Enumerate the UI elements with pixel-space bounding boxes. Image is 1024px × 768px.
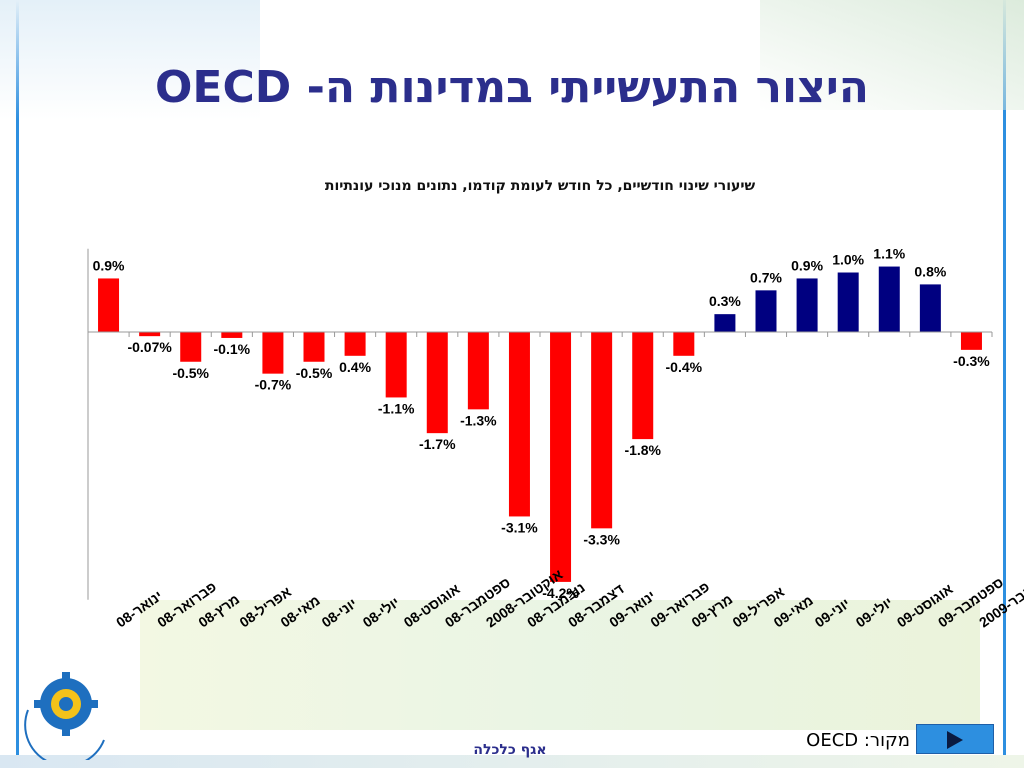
- bottom-band: [0, 755, 1024, 768]
- bar: [591, 332, 613, 529]
- data-label: -3.1%: [501, 519, 538, 535]
- bar: [344, 332, 366, 356]
- left-accent-line: [16, 0, 19, 768]
- data-label: 1.1%: [873, 246, 905, 262]
- bar: [796, 278, 818, 332]
- bottom-shade: [140, 600, 980, 730]
- data-label: 0.9%: [791, 257, 823, 273]
- bar: [180, 332, 202, 362]
- bar: [673, 332, 695, 356]
- source-note: מקור: OECD: [806, 730, 910, 751]
- top-left-shade: [0, 0, 260, 120]
- data-label: -3.3%: [583, 531, 620, 547]
- bar: [303, 332, 325, 362]
- category-label: יולי-08: [360, 594, 403, 631]
- bar: [550, 332, 572, 582]
- data-label: -0.5%: [172, 365, 209, 381]
- bar: [632, 332, 654, 440]
- data-label: -0.4%: [666, 359, 703, 375]
- bar: [878, 266, 900, 332]
- data-label: -1.8%: [624, 442, 661, 458]
- bar: [385, 332, 407, 398]
- data-label: 0.3%: [709, 293, 741, 309]
- data-label: 0.8%: [914, 263, 946, 279]
- bar: [139, 332, 161, 337]
- data-label: -1.3%: [460, 412, 497, 428]
- bar: [919, 284, 941, 332]
- chart-subtitle: שיעורי שינוי חודשיים, כל חודש לעומת קודמ…: [324, 178, 756, 194]
- data-label: -0.3%: [953, 353, 990, 369]
- data-label: 1.0%: [832, 252, 864, 268]
- bar: [221, 332, 243, 338]
- data-label: -0.1%: [214, 341, 251, 357]
- manufacturers-association-logo: [24, 672, 105, 760]
- slide-title: היצור התעשייתי במדינות ה- OECD: [154, 62, 870, 113]
- data-label: -4.2%: [542, 585, 579, 601]
- bar: [837, 272, 859, 332]
- data-label: -0.07%: [127, 339, 172, 355]
- bar: [426, 332, 448, 434]
- bar: [960, 332, 982, 350]
- data-label: -0.5%: [296, 365, 333, 381]
- category-label: יולי-09: [853, 594, 896, 631]
- data-label: -1.1%: [378, 400, 415, 416]
- data-label: -1.7%: [419, 436, 456, 452]
- play-arrow-icon: [947, 731, 963, 749]
- bar: [508, 332, 530, 517]
- next-slide-button[interactable]: [916, 724, 994, 754]
- bar: [714, 314, 736, 332]
- top-right-shade: [760, 0, 1024, 110]
- data-label: 0.7%: [750, 269, 782, 285]
- data-label: 0.9%: [93, 257, 125, 273]
- data-label: -0.7%: [255, 377, 292, 393]
- category-label: יוני-09: [812, 595, 853, 630]
- category-label: ינואר-08: [113, 587, 165, 630]
- bar: [98, 278, 120, 332]
- data-label: 0.4%: [339, 359, 371, 375]
- right-accent-line: [1003, 0, 1006, 768]
- bar: [467, 332, 489, 410]
- footer-department: אגף כלכלה: [473, 742, 547, 758]
- bar: [262, 332, 284, 374]
- category-label: יוני-08: [319, 595, 360, 630]
- bar: [755, 290, 777, 332]
